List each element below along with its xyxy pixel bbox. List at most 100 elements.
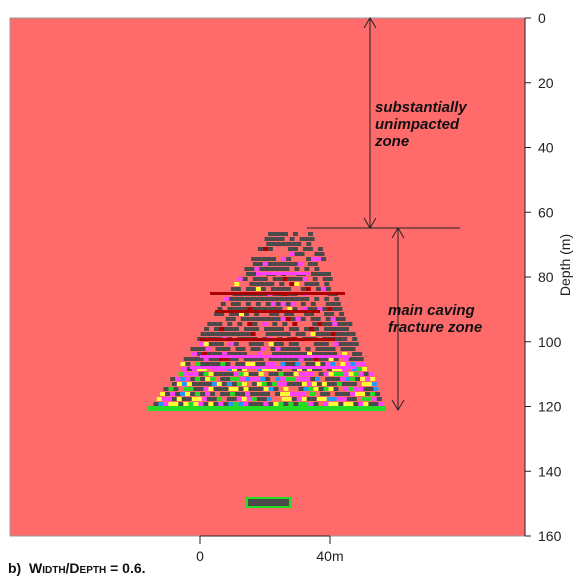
cave-cell <box>296 317 301 321</box>
cave-cell <box>289 342 294 346</box>
cave-cell <box>283 232 288 236</box>
cave-cell <box>262 382 267 386</box>
cave-cell <box>350 362 355 366</box>
cave-cell <box>300 237 305 241</box>
cave-cell <box>294 282 299 286</box>
cave-cell <box>195 362 200 366</box>
cave-cell <box>285 377 290 381</box>
cave-cell <box>164 387 169 391</box>
cave-cell <box>266 317 271 321</box>
cave-cell <box>316 287 321 291</box>
cave-cell <box>244 327 249 331</box>
cave-cell <box>276 287 281 291</box>
cave-cell <box>254 387 259 391</box>
cave-cell <box>219 342 224 346</box>
cave-cell <box>194 357 199 361</box>
cave-cell <box>259 282 264 286</box>
cave-cell <box>199 372 204 376</box>
cave-cell <box>352 382 357 386</box>
cave-cell <box>244 372 249 376</box>
cave-cell <box>328 277 333 281</box>
cave-cell <box>280 237 285 241</box>
cave-cell <box>235 362 240 366</box>
cave-cell <box>180 392 185 396</box>
cave-cell <box>362 382 367 386</box>
cave-cell <box>223 402 228 406</box>
cave-cell <box>177 397 182 401</box>
cave-cell <box>266 332 271 336</box>
cave-cell <box>303 247 308 251</box>
cave-cell <box>271 332 276 336</box>
cave-cell <box>284 297 289 301</box>
cave-cell <box>286 287 291 291</box>
cave-cell <box>274 387 279 391</box>
cave-cell <box>256 272 261 276</box>
cave-cell <box>303 402 308 406</box>
cave-cell <box>369 387 374 391</box>
cave-cell <box>290 377 295 381</box>
cave-cell <box>337 337 342 341</box>
cave-cell <box>265 237 270 241</box>
cave-cell <box>267 382 272 386</box>
cave-cell <box>346 332 351 336</box>
bedding-streak <box>200 355 350 358</box>
cave-cell <box>268 402 273 406</box>
cave-cell <box>214 387 219 391</box>
cave-cell <box>258 402 263 406</box>
cave-cell <box>253 262 258 266</box>
cave-cell <box>172 397 177 401</box>
cave-cell <box>350 377 355 381</box>
cave-cell <box>255 392 260 396</box>
cave-cell <box>269 297 274 301</box>
cave-cell <box>226 332 231 336</box>
cave-cell <box>153 402 158 406</box>
cave-cell <box>182 382 187 386</box>
y-tick-label: 20 <box>538 75 554 91</box>
cave-cell <box>279 327 284 331</box>
cave-cell <box>331 302 336 306</box>
cave-cell <box>199 387 204 391</box>
cave-cell <box>227 382 232 386</box>
cave-cell <box>329 372 334 376</box>
cave-cell <box>244 267 249 271</box>
cave-cell <box>341 317 346 321</box>
cave-cell <box>254 342 259 346</box>
cave-cell <box>367 382 372 386</box>
cave-cell <box>239 297 244 301</box>
cave-cell <box>214 327 219 331</box>
cave-cell <box>200 377 205 381</box>
bedding-streak <box>215 310 320 313</box>
cave-cell <box>322 307 327 311</box>
cave-cell <box>214 372 219 376</box>
cave-cell <box>276 332 281 336</box>
cave-cell <box>264 297 269 301</box>
cave-cell <box>328 402 333 406</box>
cave-cell <box>256 317 261 321</box>
cave-cell <box>331 347 336 351</box>
cave-cell <box>225 362 230 366</box>
cave-cell <box>377 397 382 401</box>
cave-cell <box>313 402 318 406</box>
cave-cell <box>276 347 281 351</box>
cave-cell <box>316 257 321 261</box>
cave-cell <box>347 322 352 326</box>
cave-cell <box>231 332 236 336</box>
cave-cell <box>221 347 226 351</box>
cave-cell <box>209 387 214 391</box>
cave-cell <box>281 287 286 291</box>
cave-cell <box>249 387 254 391</box>
cave-cell <box>246 317 251 321</box>
cave-cell <box>212 397 217 401</box>
cave-cell <box>315 377 320 381</box>
cave-cell <box>278 402 283 406</box>
cave-cell <box>344 327 349 331</box>
cave-cell <box>232 382 237 386</box>
cave-cell <box>258 262 263 266</box>
cave-cell <box>169 387 174 391</box>
cave-cell <box>277 382 282 386</box>
cave-cell <box>355 392 360 396</box>
cave-cell <box>284 387 289 391</box>
cave-cell <box>281 257 286 261</box>
cave-cell <box>347 397 352 401</box>
cave-cell <box>326 332 331 336</box>
